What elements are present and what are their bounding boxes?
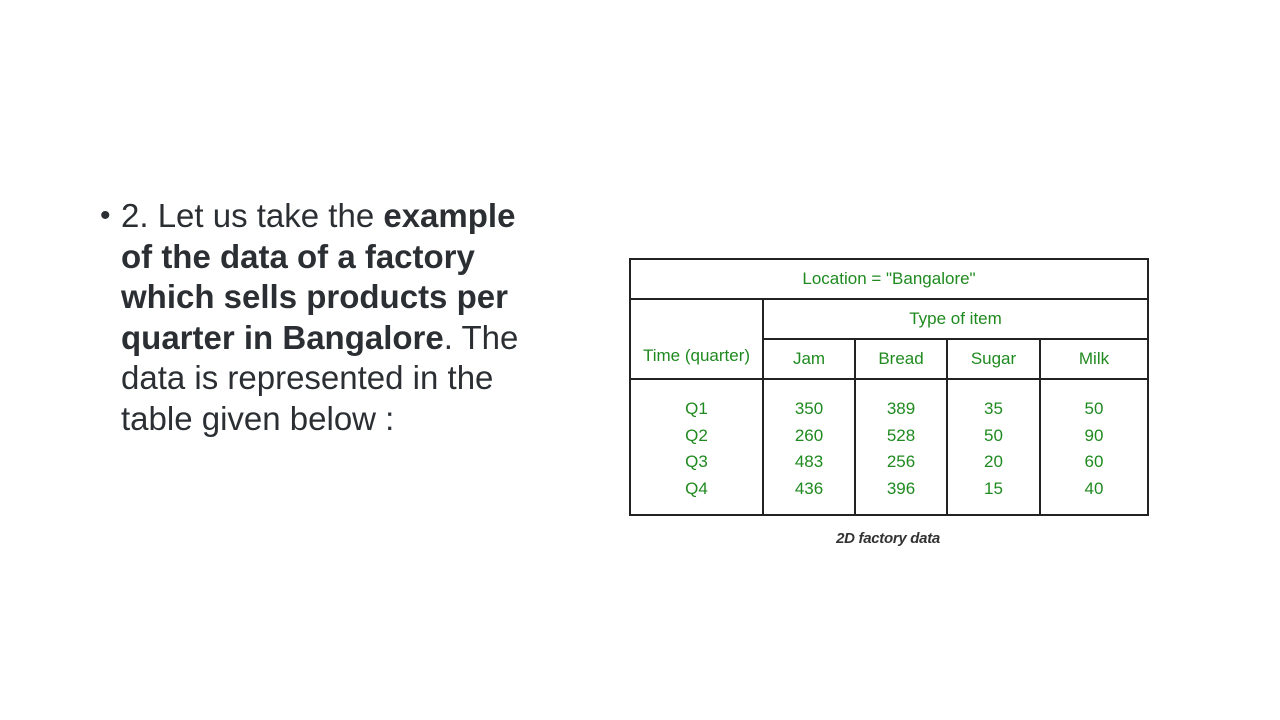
time-quarter-header: Time (quarter): [629, 298, 764, 380]
sugar-q1: 35: [984, 399, 1003, 418]
jam-q1: 350: [794, 399, 824, 418]
paragraph-suffix: . The data is represented in the table g…: [121, 318, 519, 437]
jam-q3: 483: [794, 452, 824, 472]
milk-q4: 40: [1084, 479, 1104, 499]
item-header-milk: Milk: [1039, 338, 1149, 380]
quarter-column: Q1 Q2 Q3 Q4: [629, 378, 764, 516]
milk-q1: 50: [1084, 399, 1104, 418]
sugar-column: 35 50 20 15: [946, 378, 1041, 516]
milk-q2: 90: [1084, 425, 1104, 445]
jam-column: 350 260 483 436: [762, 378, 856, 516]
item-header-bread: Bread: [854, 338, 948, 380]
paragraph-text: 2. Let us take the example of the data o…: [121, 196, 550, 439]
jam-q4: 436: [794, 479, 824, 499]
quarter-q2: Q2: [685, 425, 708, 445]
quarter-q4: Q4: [685, 479, 708, 499]
factory-data-table: Location = "Bangalore" Time (quarter) Ty…: [629, 258, 1149, 516]
bread-q4: 396: [886, 479, 916, 499]
item-header-jam: Jam: [762, 338, 856, 380]
quarter-q3: Q3: [685, 452, 708, 472]
quarter-q1: Q1: [685, 399, 708, 418]
paragraph-prefix: 2. Let us take the: [121, 197, 384, 234]
sugar-q2: 50: [984, 425, 1003, 445]
bullet-icon: •: [100, 199, 111, 232]
milk-column: 50 90 60 40: [1039, 378, 1149, 516]
milk-q3: 60: [1084, 452, 1104, 472]
sugar-q3: 20: [984, 452, 1003, 472]
type-of-item-header: Type of item: [762, 298, 1149, 340]
sugar-q4: 15: [984, 479, 1003, 499]
bread-column: 389 528 256 396: [854, 378, 948, 516]
jam-q2: 260: [794, 425, 824, 445]
bread-q2: 528: [886, 425, 916, 445]
table-caption: 2D factory data: [836, 530, 940, 547]
paragraph-bold: example of the data of a factory which s…: [121, 197, 516, 356]
table-data-row: Q1 Q2 Q3 Q4 350 260 483 436 389 528 256 …: [629, 378, 1149, 516]
table-figure: Location = "Bangalore" Time (quarter) Ty…: [629, 258, 1149, 547]
item-header-sugar: Sugar: [946, 338, 1041, 380]
location-header: Location = "Bangalore": [629, 258, 1149, 300]
bullet-paragraph: • 2. Let us take the example of the data…: [100, 196, 550, 439]
bread-q1: 389: [886, 399, 916, 418]
bread-q3: 256: [886, 452, 916, 472]
